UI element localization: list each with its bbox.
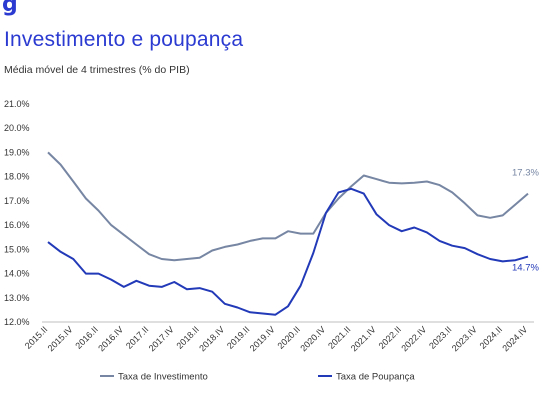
- end-label-investimento: 17.3%: [512, 168, 539, 179]
- chart-subtitle: Média móvel de 4 trimestres (% do PIB): [4, 64, 190, 76]
- brand-logo: g: [2, 0, 18, 17]
- x-tick-label: 2017.IV: [147, 324, 176, 353]
- x-tick-label: 2023.IV: [450, 324, 479, 353]
- x-tick-label: 2018.IV: [197, 324, 226, 353]
- y-tick-label: 12.0%: [4, 317, 30, 327]
- series-line-poupanca: [47, 187, 529, 316]
- y-tick-label: 17.0%: [4, 196, 30, 206]
- x-tick-label: 2019.IV: [248, 324, 277, 353]
- y-tick-label: 15.0%: [4, 244, 30, 254]
- y-tick-label: 16.0%: [4, 220, 30, 230]
- x-tick-label: 2024.IV: [500, 324, 529, 353]
- y-tick-label: 14.0%: [4, 269, 30, 279]
- end-label-poupanca: 14.7%: [512, 263, 539, 274]
- legend-label: Taxa de Poupança: [336, 372, 415, 383]
- series-line-investimento: [47, 151, 529, 262]
- legend-label: Taxa de Investimento: [118, 372, 208, 383]
- y-tick-label: 20.0%: [4, 123, 30, 133]
- x-tick-label: 2016.IV: [96, 324, 125, 353]
- y-tick-label: 13.0%: [4, 293, 30, 303]
- x-tick-label: 2015.IV: [46, 324, 75, 353]
- page-title: Investimento e poupança: [4, 28, 244, 51]
- y-tick-label: 18.0%: [4, 172, 30, 182]
- x-tick-label: 2022.IV: [399, 324, 428, 353]
- y-tick-label: 19.0%: [4, 147, 30, 157]
- x-tick-label: 2020.IV: [298, 324, 327, 353]
- y-tick-label: 21.0%: [4, 99, 30, 109]
- x-tick-label: 2021.IV: [349, 324, 378, 353]
